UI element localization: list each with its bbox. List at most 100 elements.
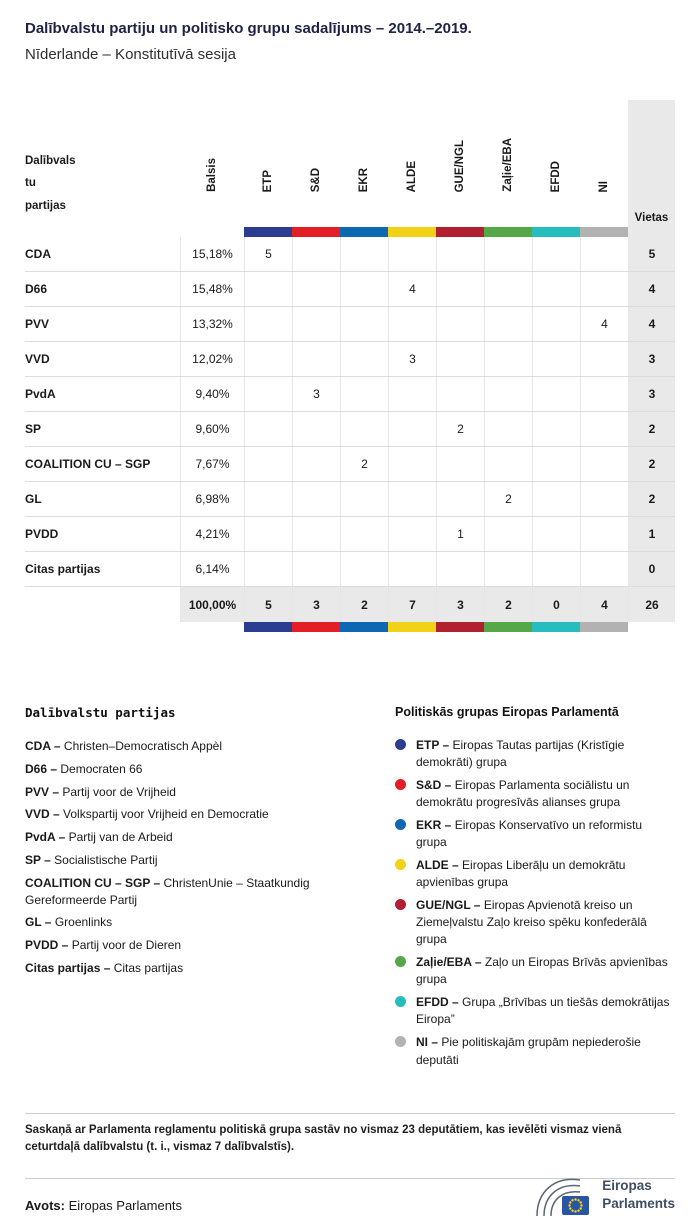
seat-cell bbox=[388, 517, 436, 551]
group-name: Eiropas Konservatīvo un reformistu grupa bbox=[416, 818, 643, 850]
seat-cell bbox=[388, 307, 436, 341]
group-name: Eiropas Apvienotā kreiso un Ziemeļvalstu… bbox=[416, 898, 647, 947]
seat-cell bbox=[244, 377, 292, 411]
party-name: Democraten 66 bbox=[60, 761, 143, 776]
party-abbr: Citas partijas – bbox=[25, 960, 111, 975]
seat-cell bbox=[292, 342, 340, 376]
votes-cell: 9,40% bbox=[180, 377, 244, 411]
party-name: Volkspartij voor Vrijheid en Democratie bbox=[63, 807, 269, 822]
seat-cell bbox=[292, 482, 340, 516]
seat-cell bbox=[436, 342, 484, 376]
seat-cell bbox=[292, 307, 340, 341]
group-color-bar bbox=[484, 227, 532, 237]
group-color-bar bbox=[388, 622, 436, 632]
group-color-bar bbox=[436, 622, 484, 632]
seat-cell bbox=[292, 237, 340, 271]
group-header-cell: S&D bbox=[292, 100, 340, 237]
party-legend-item: SP – Socialistische Partij bbox=[25, 852, 360, 869]
votes-cell: 9,60% bbox=[180, 412, 244, 446]
party-legend-item: Citas partijas – Citas partijas bbox=[25, 960, 360, 977]
group-color-bar bbox=[484, 622, 532, 632]
group-color-bar bbox=[340, 227, 388, 237]
group-legend-item: GUE/NGL – Eiropas Apvienotā kreiso un Zi… bbox=[395, 897, 675, 948]
seat-cell bbox=[436, 307, 484, 341]
table-row: PvdA 9,40% 3 3 bbox=[25, 377, 675, 412]
group-legend-item: ALDE – Eiropas Liberāļu un demokrātu apv… bbox=[395, 857, 675, 891]
table-row: COALITION CU – SGP 7,67% 2 2 bbox=[25, 447, 675, 482]
seat-cell bbox=[292, 517, 340, 551]
group-legend-item: ETP – Eiropas Tautas partijas (Kristīgie… bbox=[395, 737, 675, 771]
votes-column-label: Balsis bbox=[206, 158, 218, 192]
party-legend-item: D66 – Democraten 66 bbox=[25, 761, 360, 778]
total-seats-cell: 4 bbox=[628, 307, 675, 341]
hemicycle-icon bbox=[536, 1178, 590, 1217]
group-abbr: NI – bbox=[416, 1035, 439, 1050]
seat-cell bbox=[340, 517, 388, 551]
source-line: Avots: Eiropas Parlaments bbox=[25, 1198, 182, 1213]
group-abbr: GUE/NGL – bbox=[416, 898, 481, 913]
party-cell: GL bbox=[25, 492, 42, 506]
votes-total-cell: 100,00% bbox=[180, 587, 244, 622]
total-seats-cell: 5 bbox=[628, 237, 675, 271]
group-legend-item: NI – Pie politiskajām grupām nepiederoši… bbox=[395, 1034, 675, 1068]
total-seats-cell: 2 bbox=[628, 482, 675, 516]
seat-cell bbox=[244, 552, 292, 586]
seat-cell bbox=[484, 307, 532, 341]
party-legend-item: PVV – Partij voor de Vrijheid bbox=[25, 784, 360, 801]
party-name: Partij voor de Vrijheid bbox=[62, 784, 176, 799]
group-header-cell: ETP bbox=[244, 100, 292, 237]
source-value: Eiropas Parlaments bbox=[68, 1198, 183, 1213]
seat-cell bbox=[244, 272, 292, 306]
table-total-row: 100,00% 5 3 2 7 3 2 0 4 26 bbox=[25, 587, 675, 622]
group-name: Eiropas Parlamenta sociālistu un demokrā… bbox=[416, 778, 630, 810]
seat-cell bbox=[292, 552, 340, 586]
seat-cell bbox=[580, 377, 628, 411]
party-cell: VVD bbox=[25, 352, 50, 366]
group-header-cell: NI bbox=[580, 100, 628, 237]
group-color-bar bbox=[292, 227, 340, 237]
party-legend-item: VVD – Volkspartij voor Vrijheid en Democ… bbox=[25, 806, 360, 823]
table-row: Citas partijas 6,14% 0 bbox=[25, 552, 675, 587]
party-abbr: PVV – bbox=[25, 784, 60, 799]
party-cell: PvdA bbox=[25, 387, 56, 401]
party-legend-item: PvdA – Partij van de Arbeid bbox=[25, 829, 360, 846]
group-legend-item: S&D – Eiropas Parlamenta sociālistu un d… bbox=[395, 777, 675, 811]
group-name: Grupa „Brīvības un tiešās demokrātijas E… bbox=[416, 995, 670, 1027]
seat-cell bbox=[532, 307, 580, 341]
legend-color-dot bbox=[395, 859, 406, 871]
group-legend-item: EKR – Eiropas Konservatīvo un reformistu… bbox=[395, 817, 675, 851]
seat-cell bbox=[436, 272, 484, 306]
seat-cell bbox=[532, 272, 580, 306]
votes-header-cell: Balsis bbox=[180, 100, 244, 237]
legend-section: Dalībvalstu partijas CDA – Christen–Demo… bbox=[25, 705, 675, 1075]
seat-cell bbox=[484, 552, 532, 586]
votes-cell: 15,18% bbox=[180, 237, 244, 271]
seat-cell bbox=[484, 237, 532, 271]
seat-total-cell: 2 bbox=[340, 587, 388, 622]
legend-color-dot bbox=[395, 739, 406, 750]
total-seats-cell: 1 bbox=[628, 517, 675, 551]
table-header: Dalībvals tu partijas Balsis ETP S&D EKR… bbox=[25, 100, 675, 237]
seat-cell bbox=[388, 412, 436, 446]
group-header-cell: GUE/NGL bbox=[436, 100, 484, 237]
seat-cell bbox=[532, 552, 580, 586]
group-column-label: NI bbox=[598, 180, 610, 193]
seat-total-cell: 5 bbox=[244, 587, 292, 622]
votes-cell: 6,14% bbox=[180, 552, 244, 586]
group-color-bar bbox=[340, 622, 388, 632]
party-legend-title: Dalībvalstu partijas bbox=[25, 705, 176, 720]
seat-cell bbox=[388, 237, 436, 271]
divider bbox=[25, 1113, 675, 1114]
total-seats-cell: 2 bbox=[628, 412, 675, 446]
legend-color-dot bbox=[395, 779, 406, 791]
party-cell: SP bbox=[25, 422, 42, 436]
group-color-bar bbox=[532, 622, 580, 632]
party-abbr: SP – bbox=[25, 852, 51, 867]
group-legend-text: NI – Pie politiskajām grupām nepiederoši… bbox=[416, 1034, 675, 1068]
seat-cell bbox=[292, 272, 340, 306]
seat-cell bbox=[244, 482, 292, 516]
group-abbr: EFDD – bbox=[416, 995, 459, 1010]
legend-color-dot bbox=[395, 1036, 406, 1048]
group-color-bar bbox=[292, 622, 340, 632]
corner-header-cell: Dalībvals tu partijas bbox=[25, 100, 180, 237]
